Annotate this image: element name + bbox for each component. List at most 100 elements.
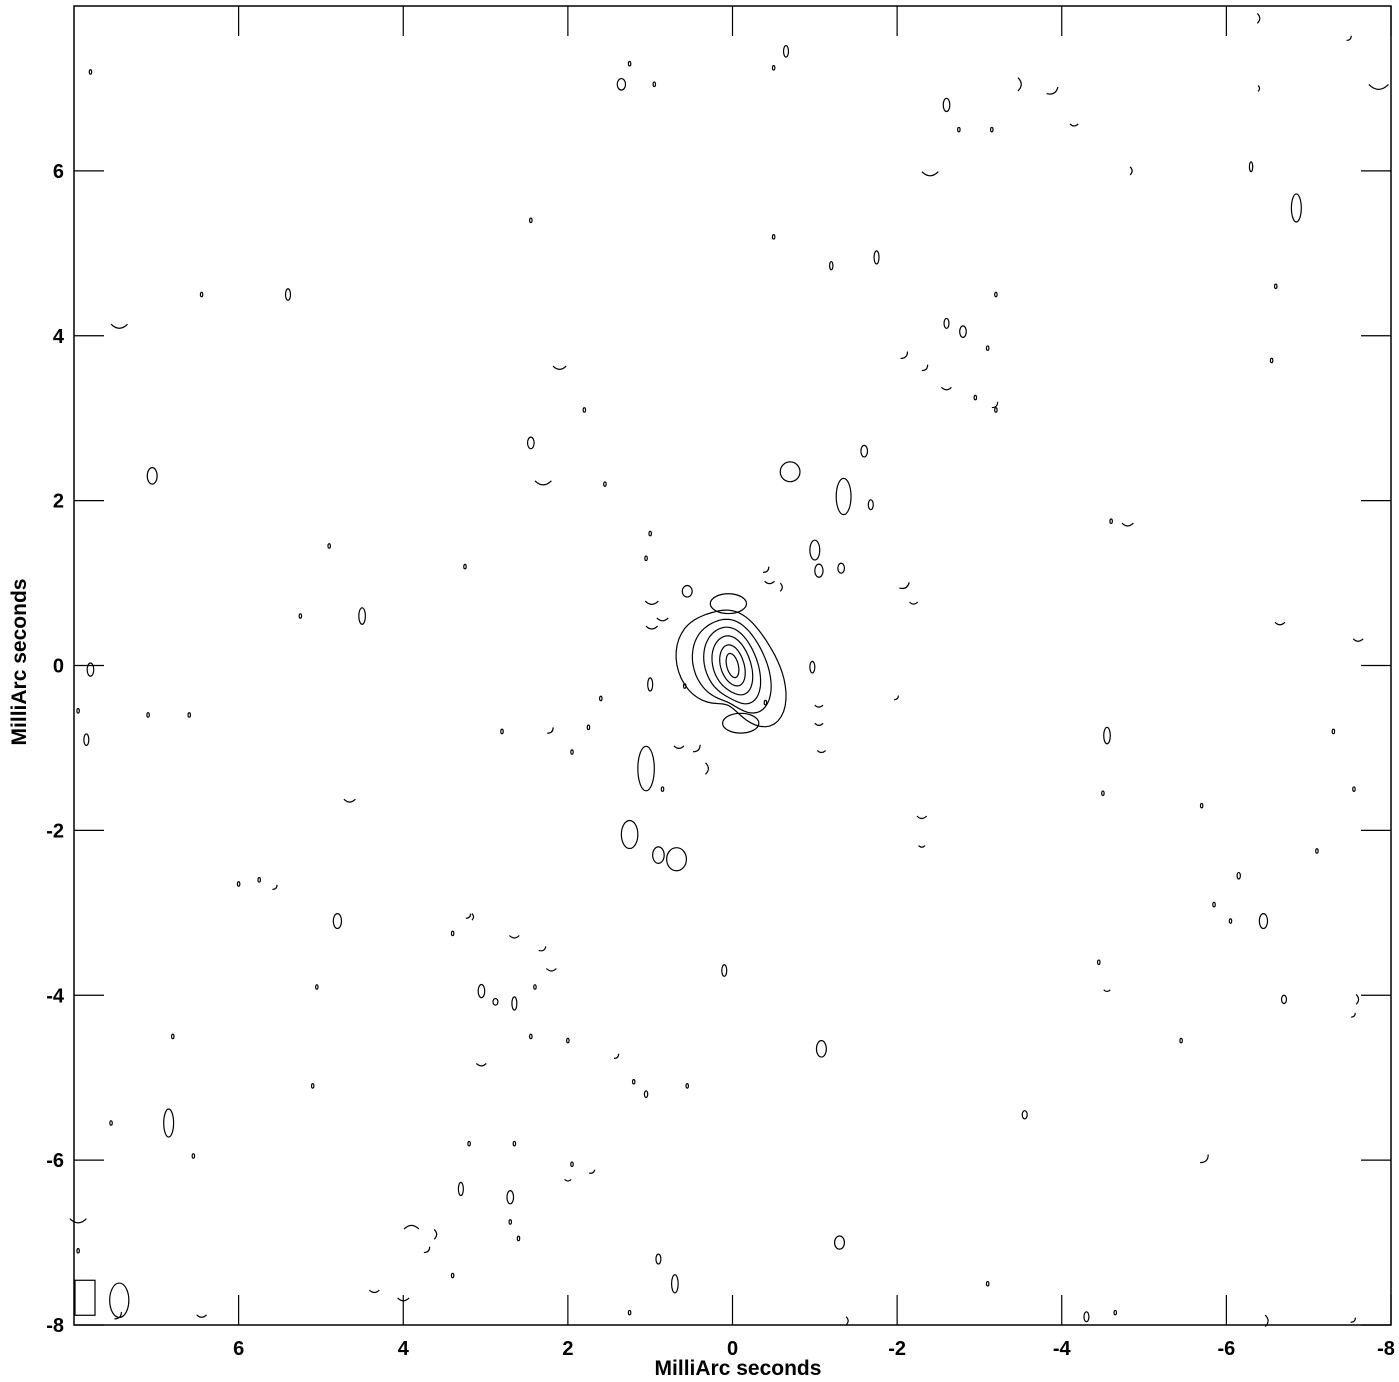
contour-speck <box>994 407 998 413</box>
contour-speck <box>763 699 768 706</box>
contour-speck <box>187 712 192 718</box>
contour-arc <box>433 1228 438 1240</box>
contour-speck <box>586 724 591 731</box>
contour-layer <box>69 12 1389 1328</box>
contour-arc <box>110 323 128 329</box>
y-tick-label: -6 <box>46 1150 64 1172</box>
contour-arc <box>1257 84 1261 92</box>
contour-speck <box>985 1280 990 1287</box>
contour-arc <box>272 884 278 891</box>
contour-blob <box>511 996 518 1011</box>
contour-arc <box>564 1178 572 1182</box>
y-tick-label: -2 <box>46 820 64 842</box>
contour-speck <box>450 1272 455 1279</box>
x-tick-label: 0 <box>727 1338 738 1360</box>
contour-blob <box>709 593 748 615</box>
contour-speck <box>1212 901 1216 908</box>
contour-blob <box>284 288 292 301</box>
contour-arc <box>991 401 999 409</box>
contour-arc <box>368 1289 380 1294</box>
y-tick-label: 6 <box>53 161 64 183</box>
contour-arc <box>1129 166 1133 176</box>
contour-speck <box>327 543 331 549</box>
contour-blob <box>1236 871 1241 880</box>
contour-blob <box>809 660 816 674</box>
contour-arc <box>673 745 685 749</box>
contour-arc <box>423 1246 431 1254</box>
beam-box <box>74 1279 96 1316</box>
contour-blob <box>837 562 846 574</box>
contour-blob <box>457 1181 464 1197</box>
contour-blob <box>1280 994 1288 1005</box>
x-axis-title: MilliArc seconds <box>655 1357 822 1380</box>
contour-speck <box>566 1037 570 1044</box>
contour-arc <box>534 480 552 486</box>
contour-blob <box>829 260 834 271</box>
contour-speck <box>500 728 504 735</box>
contour-arc <box>1368 83 1389 90</box>
contour-arc <box>547 727 554 734</box>
contour-speck <box>570 749 574 755</box>
contour-blob <box>620 819 639 850</box>
contour-speck <box>529 217 533 224</box>
contour-blob <box>526 436 535 450</box>
contour-speck <box>603 481 607 487</box>
contour-arc <box>545 968 557 972</box>
contour-arc <box>1256 12 1261 24</box>
contour-blob <box>163 1108 175 1138</box>
contour-blob <box>1103 726 1111 745</box>
contour-arc <box>816 750 827 754</box>
axis-ticks <box>74 6 1392 1326</box>
contour-arc <box>916 815 928 820</box>
contour-arc <box>918 845 926 848</box>
contour-blob <box>835 477 852 516</box>
contour-speck <box>1228 918 1233 924</box>
contour-speck <box>236 881 241 887</box>
y-tick-label: -8 <box>46 1315 64 1337</box>
contour-arc <box>1274 621 1286 626</box>
contour-speck <box>989 126 994 133</box>
contour-speck <box>648 530 652 537</box>
contour-arc <box>705 762 709 775</box>
contour-arc <box>909 601 919 605</box>
contour-blob <box>833 1235 846 1250</box>
contour-arc <box>814 722 824 726</box>
contour-arc <box>921 364 929 372</box>
contour-blob <box>681 584 693 598</box>
x-tick-label: 6 <box>233 1338 244 1360</box>
contour-speck <box>1273 283 1278 290</box>
contour-arc <box>1352 638 1364 642</box>
contour-speck <box>631 1079 636 1085</box>
contour-speck <box>771 234 776 240</box>
contour-blob <box>959 325 967 338</box>
contour-arc <box>1069 123 1079 127</box>
contour-speck <box>450 930 455 937</box>
contour-speck <box>109 1120 113 1126</box>
contour-speck <box>146 712 150 718</box>
contour-arc <box>764 580 775 585</box>
contour-arc <box>894 695 899 701</box>
y-tick-label: 2 <box>53 491 64 513</box>
contour-speck <box>994 291 998 298</box>
contour-speck <box>310 1083 315 1089</box>
contour-speck <box>191 1153 196 1159</box>
contour-arc <box>845 1316 849 1326</box>
contour-speck <box>467 1140 471 1147</box>
contour-speck <box>652 81 657 88</box>
x-tick-label: -6 <box>1217 1338 1235 1360</box>
contour-arc <box>1017 77 1022 92</box>
contour-blob <box>867 499 874 511</box>
y-tick-label: 0 <box>53 656 64 678</box>
contour-speck <box>1179 1037 1183 1044</box>
contour-arc <box>538 946 547 952</box>
contour-arc <box>1355 993 1360 1005</box>
contour-speck <box>88 69 93 75</box>
contour-blob <box>814 563 824 578</box>
contour-arc <box>403 1224 420 1230</box>
contour-arc <box>1103 989 1111 993</box>
contour-blob <box>1083 1311 1090 1323</box>
contour-speck <box>660 786 665 792</box>
contour-speck <box>1269 357 1274 364</box>
contour-blob <box>637 745 655 792</box>
